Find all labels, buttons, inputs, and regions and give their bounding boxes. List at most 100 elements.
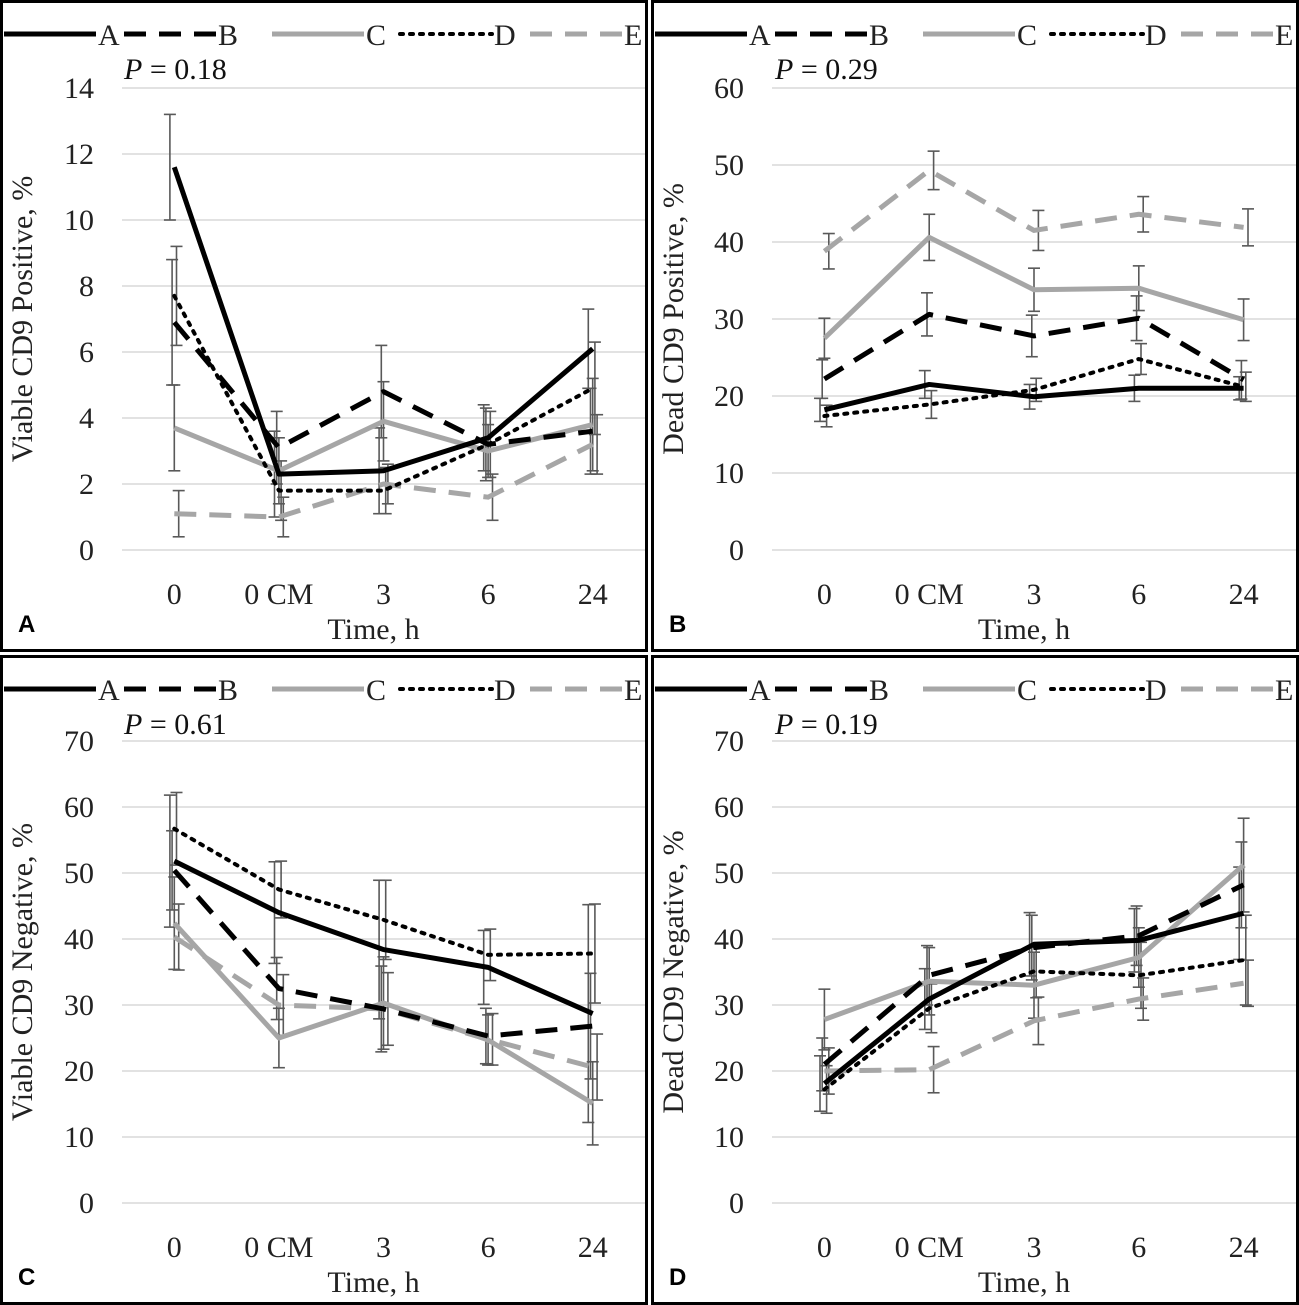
panel-c-legend-label-e: E xyxy=(624,674,642,707)
panel-b-errorbar-d xyxy=(925,389,938,420)
panel-c-x-tick-label: 0 CM xyxy=(244,1231,313,1264)
panel-c-y-tick-label: 10 xyxy=(64,1121,94,1154)
panel-a-x-tick-label: 3 xyxy=(376,578,391,611)
panel-a-x-tick-label: 0 xyxy=(167,578,182,611)
panel-d: 0 10 20 30 40 50 60 70 0 0 CM 3 6 24 Time, h Dead CD9 … xyxy=(651,655,1299,1305)
panel-a-letter: A xyxy=(18,611,35,638)
panel-b-x-tick-label: 0 CM xyxy=(895,578,964,611)
panel-d-y-tick-label: 50 xyxy=(714,857,744,890)
panel-a-y-tick-label: 2 xyxy=(79,468,94,501)
panel-c-series-c xyxy=(172,921,594,1106)
panel-a-legend-label-d: D xyxy=(494,19,516,52)
panel-b-y-tick-label: 60 xyxy=(714,72,744,105)
panel-a-y-tick-label: 4 xyxy=(79,402,94,435)
panel-b-series-e xyxy=(822,167,1244,254)
panel-b-y-tick-label: 40 xyxy=(714,226,744,259)
panel-d-legend-label-a: A xyxy=(749,674,771,707)
panel-b-errorbar-e xyxy=(927,150,940,191)
panel-b-y-tick-label: 0 xyxy=(729,534,744,567)
panel-b-letter: B xyxy=(669,611,686,638)
panel-c-x-tick-label: 3 xyxy=(376,1231,391,1264)
panel-d-y-tick-label: 20 xyxy=(714,1055,744,1088)
panel-a-y-axis-title: Viable CD9 Positive, % xyxy=(6,176,39,463)
panel-d-y-tick-label: 0 xyxy=(729,1187,744,1220)
panel-b-legend-label-c: C xyxy=(1017,19,1037,52)
panel-b-series-d xyxy=(822,357,1246,419)
panel-b-errorbar-d xyxy=(1239,371,1252,403)
panel-a-errorbar-d xyxy=(588,341,601,436)
panel-a-series-d xyxy=(172,293,595,493)
panel-c-p-value: P = 0.61 xyxy=(123,708,227,741)
panel-a-y-tick-label: 8 xyxy=(79,270,94,303)
panel-b-errorbar-e xyxy=(1242,208,1254,247)
panel-c: 0 10 20 30 40 50 60 70 0 0 CM 3 6 24 Time, h Viable CD… xyxy=(0,655,648,1305)
panel-a-x-axis-title: Time, h xyxy=(327,613,419,646)
panel-d-errorbar-e xyxy=(1242,959,1254,1008)
panel-b-series-b xyxy=(823,311,1245,382)
panel-d-x-tick-label: 24 xyxy=(1229,1231,1259,1264)
panel-d-y-tick-label: 70 xyxy=(714,725,744,758)
panel-d-y-axis-title: Dead CD9 Negative, % xyxy=(657,830,690,1113)
panel-b-errorbar-e xyxy=(822,232,835,270)
panel-a-y-tick-label: 12 xyxy=(64,138,94,171)
panel-b-y-tick-label: 10 xyxy=(714,457,744,490)
panel-b-x-axis-title: Time, h xyxy=(978,613,1070,646)
panel-c-legend-label-a: A xyxy=(98,674,120,707)
panel-d-y-tick-label: 40 xyxy=(714,923,744,956)
panel-c-y-tick-label: 20 xyxy=(64,1055,94,1088)
panel-b-frame xyxy=(651,0,1299,652)
panel-c-y-tick-label: 70 xyxy=(64,725,94,758)
panel-b-x-tick-label: 6 xyxy=(1131,578,1146,611)
panel-a-x-tick-label: 24 xyxy=(578,578,608,611)
panel-b: 0 10 20 30 40 50 60 0 0 CM 3 6 24 Time, h Dead CD9 Po… xyxy=(651,0,1299,652)
panel-d-x-tick-label: 0 xyxy=(817,1231,832,1264)
panel-d-y-tick-label: 30 xyxy=(714,989,744,1022)
panel-a-legend-label-e: E xyxy=(624,19,642,52)
panel-b-legend-label-a: A xyxy=(749,19,771,52)
panel-a-y-tick-label: 0 xyxy=(79,534,94,567)
panel-a-y-tick-label: 10 xyxy=(64,204,94,237)
panel-c-frame xyxy=(0,655,648,1305)
panel-a-x-tick-label: 0 CM xyxy=(244,578,313,611)
panel-a-errorbar-a xyxy=(163,113,176,221)
panel-b-legend: A B C D E xyxy=(655,19,1293,52)
panel-c-y-tick-label: 50 xyxy=(64,857,94,890)
panel-d-letter: D xyxy=(669,1264,686,1291)
panel-b-legend-label-e: E xyxy=(1275,19,1293,52)
panel-c-series-b xyxy=(172,868,593,1039)
panel-a-legend: A B C D E xyxy=(4,19,642,52)
panel-a-series-e xyxy=(174,442,594,520)
panel-a-legend-label-a: A xyxy=(98,19,120,52)
panel-c-x-axis-title: Time, h xyxy=(327,1266,419,1299)
panel-b-x-tick-label: 0 xyxy=(817,578,832,611)
panel-d-series-c xyxy=(823,863,1246,1022)
panel-c-y-axis-title: Viable CD9 Negative, % xyxy=(6,823,39,1121)
panel-c-letter: C xyxy=(18,1264,35,1291)
panel-b-legend-label-d: D xyxy=(1145,19,1167,52)
panel-c-legend-label-d: D xyxy=(494,674,516,707)
panel-a-errorbar-e xyxy=(591,413,604,475)
panel-c-series-d xyxy=(172,826,595,957)
panel-d-errorbar-a xyxy=(814,1055,826,1113)
panel-c-errorbar-d xyxy=(588,903,601,1004)
panel-c-legend-label-b: B xyxy=(218,674,238,707)
panel-d-legend-label-e: E xyxy=(1275,674,1293,707)
panel-b-legend-label-b: B xyxy=(869,19,889,52)
panel-a-x-tick-label: 6 xyxy=(481,578,496,611)
panel-d-legend: A B C D E xyxy=(655,674,1293,707)
panel-d-x-tick-label: 6 xyxy=(1131,1231,1146,1264)
panel-d-series-a xyxy=(822,910,1245,1086)
panel-b-series-c xyxy=(822,234,1245,341)
panel-a-legend-label-b: B xyxy=(218,19,238,52)
panel-c-errorbar-e xyxy=(486,1012,499,1066)
panel-b-x-tick-label: 24 xyxy=(1229,578,1259,611)
panel-a-series-b xyxy=(172,320,594,451)
panel-b-y-axis-title: Dead CD9 Positive, % xyxy=(657,183,690,455)
panel-c-errorbar-e xyxy=(381,971,394,1047)
panel-c-y-tick-label: 30 xyxy=(64,989,94,1022)
panel-c-x-tick-label: 0 xyxy=(167,1231,182,1264)
panel-c-y-tick-label: 60 xyxy=(64,791,94,824)
panel-c-series-a xyxy=(173,858,594,1016)
